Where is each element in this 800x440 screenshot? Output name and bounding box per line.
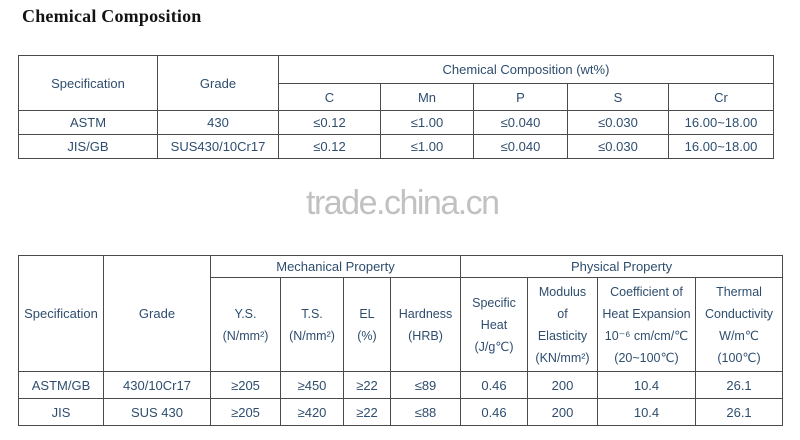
- t2-value-hardness: ≤89: [390, 371, 461, 399]
- t1-value-c: ≤0.12: [278, 134, 381, 159]
- t2-col-header-specific-heat: Specific Heat (J/g℃): [460, 277, 528, 372]
- t2-grade-cell: SUS 430: [103, 398, 211, 426]
- t2-value-heat-expansion: 10.4: [597, 371, 696, 399]
- t2-value-ts: ≥450: [280, 371, 344, 399]
- t2-spec-cell: JIS: [18, 398, 104, 426]
- t1-row-jis-gb: JIS/GB SUS430/10Cr17 ≤0.12 ≤1.00 ≤0.040 …: [18, 134, 774, 159]
- t2-value-heat-expansion: 10.4: [597, 398, 696, 426]
- t2-col-header-el: EL (%): [343, 277, 391, 372]
- t2-physical-group-header: Physical Property: [459, 255, 784, 278]
- t2-col-header-heat-expansion: Coefficient of Heat Expansion 10⁻⁶ cm/cm…: [597, 277, 696, 372]
- t2-grade-header: Grade: [103, 255, 211, 372]
- t1-spec-cell: ASTM: [18, 110, 158, 135]
- t2-row-astm-gb: ASTM/GB 430/10Cr17 ≥205 ≥450 ≥22 ≤89 0.4…: [18, 371, 784, 399]
- t2-value-ys: ≥205: [210, 371, 281, 399]
- t1-value-p: ≤0.040: [473, 110, 568, 135]
- t2-value-el: ≥22: [343, 371, 391, 399]
- t1-grade-cell: 430: [157, 110, 279, 135]
- t2-mechanical-group-header: Mechanical Property: [210, 255, 461, 278]
- t1-col-header-s: S: [567, 83, 669, 111]
- t2-value-specific-heat: 0.46: [460, 371, 528, 399]
- t2-value-thermal-conductivity: 26.1: [694, 371, 784, 399]
- t1-grade-header: Grade: [157, 55, 279, 111]
- t2-grade-cell: 430/10Cr17: [103, 371, 211, 399]
- page-title: Chemical Composition: [22, 6, 202, 26]
- t1-col-header-c: C: [278, 83, 381, 111]
- t1-grade-cell: SUS430/10Cr17: [157, 134, 279, 159]
- t2-value-el: ≥22: [343, 398, 391, 426]
- t2-col-header-ts: T.S. (N/mm²): [280, 277, 344, 372]
- t1-chem-comp-group-header: Chemical Composition (wt%): [278, 55, 774, 84]
- t1-spec-cell: JIS/GB: [18, 134, 158, 159]
- t2-col-header-modulus: Modulus of Elasticity (KN/mm²): [527, 277, 598, 372]
- t1-col-header-cr: Cr: [668, 83, 774, 111]
- t2-col-header-thermal-conductivity: Thermal Conductivity W/m℃ (100℃): [694, 277, 784, 372]
- mechanical-physical-property-table: Specification Grade Mechanical Property …: [18, 255, 784, 426]
- site-watermark: trade.china.cn: [306, 184, 500, 222]
- t1-specification-header: Specification: [18, 55, 158, 111]
- t1-value-s: ≤0.030: [567, 110, 669, 135]
- t2-value-modulus: 200: [527, 371, 598, 399]
- t1-value-s: ≤0.030: [567, 134, 669, 159]
- t1-value-c: ≤0.12: [278, 110, 381, 135]
- t2-value-modulus: 200: [527, 398, 598, 426]
- t1-value-mn: ≤1.00: [380, 134, 474, 159]
- t2-value-hardness: ≤88: [390, 398, 461, 426]
- t1-value-cr: 16.00~18.00: [668, 134, 774, 159]
- t2-col-header-ys: Y.S. (N/mm²): [210, 277, 281, 372]
- t2-value-thermal-conductivity: 26.1: [694, 398, 784, 426]
- t2-specification-header: Specification: [18, 255, 104, 372]
- t1-value-mn: ≤1.00: [380, 110, 474, 135]
- t1-row-astm: ASTM 430 ≤0.12 ≤1.00 ≤0.040 ≤0.030 16.00…: [18, 110, 774, 135]
- t1-value-cr: 16.00~18.00: [668, 110, 774, 135]
- t1-value-p: ≤0.040: [473, 134, 568, 159]
- chemical-composition-table: Specification Grade Chemical Composition…: [18, 55, 774, 159]
- t2-col-header-hardness: Hardness (HRB): [390, 277, 461, 372]
- t1-col-header-p: P: [473, 83, 568, 111]
- t2-value-ts: ≥420: [280, 398, 344, 426]
- t2-value-ys: ≥205: [210, 398, 281, 426]
- t2-row-jis: JIS SUS 430 ≥205 ≥420 ≥22 ≤88 0.46 200 1…: [18, 398, 784, 426]
- t1-col-header-mn: Mn: [380, 83, 474, 111]
- t2-spec-cell: ASTM/GB: [18, 371, 104, 399]
- t2-value-specific-heat: 0.46: [460, 398, 528, 426]
